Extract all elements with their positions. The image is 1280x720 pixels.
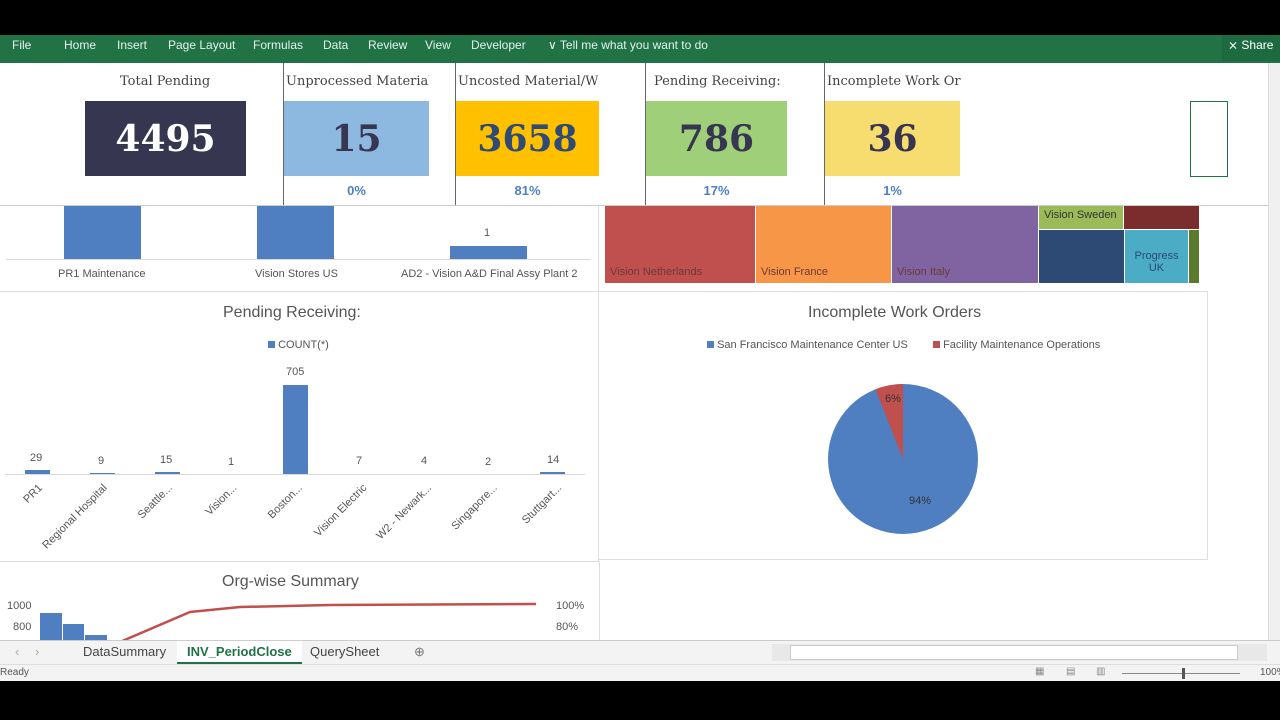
menu-review[interactable]: Review — [368, 38, 408, 52]
tab-inv-periodclose[interactable]: INV_PeriodClose — [177, 641, 302, 664]
normal-view-icon[interactable]: ▦ — [1035, 666, 1045, 677]
horizontal-scrollbar[interactable] — [772, 644, 1267, 661]
kpi-label-uncosted: Uncosted Material/W — [458, 74, 598, 89]
worksheet-area[interactable]: Total Pending 4495 Unprocessed Material … — [0, 63, 1268, 640]
kpi-value-pending-receiving: 786 — [646, 101, 787, 176]
tab-datasummary[interactable]: DataSummary — [83, 644, 167, 659]
kpi-value-uncosted: 3658 — [456, 101, 599, 176]
pending-receiving-chart[interactable]: Pending Receiving: COUNT(*) 29 9 15 1 70… — [0, 292, 598, 560]
menu-file[interactable]: File — [12, 38, 32, 52]
status-text: Ready — [0, 667, 29, 678]
page-layout-view-icon[interactable]: ▤ — [1066, 666, 1076, 677]
menu-insert[interactable]: Insert — [117, 38, 148, 52]
lightbulb-icon: ∨ — [548, 38, 560, 52]
zoom-slider[interactable] — [1122, 668, 1240, 679]
kpi-value-unprocessed: 15 — [284, 101, 429, 176]
tab-querysheet[interactable]: QuerySheet — [310, 644, 380, 659]
kpi-label-pending-receiving: Pending Receiving: — [654, 74, 781, 89]
kpi-value-incomplete: 36 — [825, 101, 960, 176]
kpi-label-unprocessed: Unprocessed Material — [286, 74, 429, 89]
menu-developer[interactable]: Developer — [471, 38, 526, 52]
treemap-chart[interactable]: Vision Netherlands Vision France Vision … — [605, 206, 1200, 283]
kpi-pct-uncosted: 81% — [514, 183, 541, 198]
menu-data[interactable]: Data — [323, 38, 349, 52]
kpi-value-total-pending: 4495 — [85, 101, 246, 176]
page-break-view-icon[interactable]: ▥ — [1096, 666, 1106, 677]
tab-scroll-right-icon[interactable]: › — [35, 644, 40, 659]
menu-page-layout[interactable]: Page Layout — [168, 38, 236, 52]
menu-view[interactable]: View — [425, 38, 451, 52]
vertical-scrollbar[interactable] — [1268, 63, 1280, 640]
menu-formulas[interactable]: Formulas — [253, 38, 304, 52]
org-wise-summary-chart[interactable]: Org-wise Summary 1000 800 100% 80% — [0, 561, 600, 640]
menu-home[interactable]: Home — [64, 38, 97, 52]
share-button[interactable]: ⨯ Share — [1222, 35, 1280, 61]
selected-cell[interactable] — [1190, 101, 1228, 177]
kpi-pct-incomplete: 1% — [883, 183, 902, 198]
pie — [828, 384, 978, 534]
incomplete-work-orders-chart[interactable]: Incomplete Work Orders San Francisco Mai… — [599, 292, 1208, 560]
add-sheet-icon[interactable]: ⊕ — [414, 644, 425, 659]
zoom-level[interactable]: 100% — [1260, 667, 1280, 678]
ribbon-menu-bar: File Home Insert Page Layout Formulas Da… — [0, 35, 1280, 63]
top-bar-chart[interactable]: 1 PR1 Maintenance Vision Stores US AD2 -… — [3, 206, 598, 291]
status-bar: Ready ▦ ▤ ▥ 100% — [0, 664, 1280, 681]
kpi-pct-unprocessed: 0% — [347, 183, 366, 198]
kpi-label-incomplete: Incomplete Work Or — [827, 74, 961, 89]
share-person-icon: ⨯ — [1228, 38, 1239, 52]
sheet-tab-bar: ‹ › DataSummary INV_PeriodClose QueryShe… — [0, 640, 1280, 664]
tell-me-box[interactable]: ∨ Tell me what you want to do — [548, 38, 708, 52]
tab-scroll-left-icon[interactable]: ‹ — [15, 644, 20, 659]
kpi-pct-pending-receiving: 17% — [703, 183, 730, 198]
kpi-label-total-pending: Total Pending — [120, 74, 211, 89]
